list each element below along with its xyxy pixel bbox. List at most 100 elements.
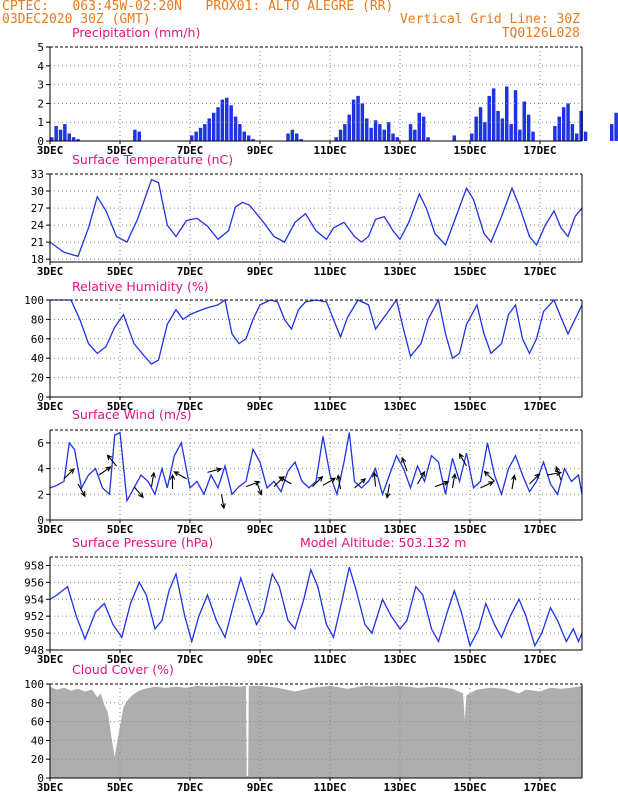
y-tick-label: 0 [37, 391, 44, 404]
wind-arrow [77, 483, 86, 498]
wind-arrow [106, 454, 117, 467]
precip-bar [474, 116, 478, 141]
precip-bar [505, 86, 509, 141]
wind-arrow [354, 478, 367, 489]
y-tick-label: 948 [24, 644, 44, 657]
x-tick-label: 5DEC [107, 265, 134, 278]
panel-cloud_cover: 0 20 40 60 80 100 3DEC 5DEC 7DEC 9DEC 11DEC 13DEC 15… [24, 662, 583, 794]
relative-humidity-line [50, 298, 583, 365]
wind-arrow [385, 483, 391, 500]
precip-bar [233, 116, 238, 141]
x-tick-label: 11DEC [313, 144, 346, 157]
y-tick-label: 2 [37, 97, 44, 110]
precip-bar [391, 133, 395, 141]
precip-bar [373, 120, 378, 141]
x-tick-label: 7DEC [177, 523, 204, 536]
precip-bar [575, 133, 579, 141]
precip-bar [452, 135, 456, 141]
surface-wind-line [49, 431, 583, 503]
precip-bar [500, 118, 505, 141]
precip-bar [570, 124, 575, 141]
panel-precipitation: 0 1 2 3 4 5 3DEC 5DEC 7DEC 9DEC 11DEC 13DEC 15DEC 17D… [37, 25, 618, 157]
precip-bar [290, 129, 295, 141]
y-tick-label: 954 [24, 593, 44, 606]
header-grid-info: Vertical Grid Line: 30Z [399, 12, 580, 27]
x-tick-label: 7DEC [177, 781, 204, 794]
wind-arrow [150, 471, 156, 487]
wind-arrow [255, 481, 263, 496]
precip-bar [382, 129, 386, 141]
precip-bar [225, 97, 229, 141]
precip-bar [347, 114, 351, 141]
panel-title: Surface Temperature (nC) [72, 152, 233, 167]
y-tick-label: 956 [24, 576, 44, 589]
precip-bar [531, 131, 535, 141]
precip-bar [421, 116, 426, 141]
x-tick-label: 11DEC [313, 400, 346, 413]
header-station-line: CPTEC: 063:45W-02:20N PROX01: ALTO ALEGR… [2, 0, 394, 14]
wind-arrow [480, 481, 495, 489]
y-tick-label: 0 [37, 772, 44, 785]
wind-arrow [312, 475, 324, 487]
precip-bar [557, 116, 561, 141]
x-tick-label: 3DEC [37, 781, 64, 794]
precip-bar [198, 127, 203, 141]
x-tick-label: 15DEC [453, 653, 486, 666]
x-tick-label: 15DEC [453, 265, 486, 278]
wind-arrow [451, 472, 457, 488]
x-tick-label: 5DEC [107, 653, 134, 666]
x-tick-label: 11DEC [313, 781, 346, 794]
wind-arrow [434, 480, 450, 488]
wind-arrow [511, 474, 517, 490]
precip-bar [470, 133, 474, 141]
y-tick-label: 950 [24, 627, 44, 640]
wind-arrow [401, 456, 408, 472]
wind-arrow [458, 452, 467, 467]
precip-bar [229, 105, 233, 141]
precip-bar [386, 122, 391, 141]
wind-arrow [336, 474, 342, 490]
precip-bar [487, 95, 491, 141]
wind-arrow [483, 470, 495, 482]
y-tick-label: 80 [31, 313, 44, 326]
x-tick-label: 7DEC [177, 265, 204, 278]
x-tick-label: 15DEC [453, 781, 486, 794]
y-tick-label: 40 [31, 352, 44, 365]
x-tick-label: 13DEC [383, 523, 416, 536]
panel-title: Surface Pressure (hPa) [72, 535, 213, 550]
x-tick-label: 5DEC [107, 400, 134, 413]
x-tick-label: 7DEC [177, 653, 204, 666]
y-tick-label: 20 [31, 753, 44, 766]
panel-title: Relative Humidity (%) [72, 279, 209, 294]
precip-bar [242, 131, 246, 141]
wind-arrow [173, 471, 187, 480]
x-tick-label: 15DEC [453, 523, 486, 536]
precip-bar [351, 99, 356, 141]
x-tick-label: 13DEC [383, 653, 416, 666]
y-tick-label: 958 [24, 559, 44, 572]
y-tick-label: 0 [37, 514, 44, 527]
wind-arrow [529, 473, 541, 485]
wind-arrow [207, 467, 223, 473]
precip-bar [220, 99, 225, 141]
precip-bar [483, 122, 487, 141]
wind-arrow [98, 466, 112, 476]
precip-bar [216, 107, 220, 141]
x-tick-label: 5DEC [107, 144, 134, 157]
y-tick-label: 30 [31, 185, 44, 198]
y-tick-label: 21 [31, 236, 44, 249]
x-tick-label: 3DEC [37, 653, 64, 666]
y-tick-label: 18 [31, 253, 44, 266]
header-date-line: 03DEC2020 30Z (GMT) [2, 12, 151, 27]
y-tick-label: 60 [31, 716, 44, 729]
precip-bar [63, 124, 67, 141]
y-tick-label: 952 [24, 610, 44, 623]
precip-bar [67, 133, 71, 141]
precip-bar [610, 124, 614, 141]
x-tick-label: 17DEC [523, 523, 556, 536]
precip-bar [566, 103, 570, 141]
precip-bar [50, 137, 54, 141]
y-tick-label: 60 [31, 333, 44, 346]
x-tick-label: 9DEC [247, 781, 274, 794]
wind-arrow [555, 465, 562, 481]
